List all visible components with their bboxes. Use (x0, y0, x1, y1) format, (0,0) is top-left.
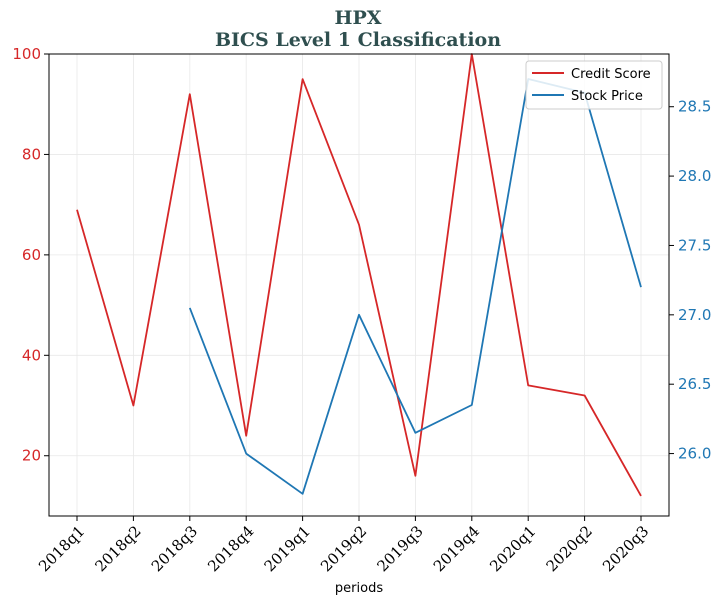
y-left-tick-label: 40 (22, 346, 41, 364)
x-tick-label: 2019q1 (261, 522, 314, 575)
x-tick-label: 2018q4 (204, 522, 257, 575)
legend: Credit Score Stock Price (525, 60, 663, 110)
y-left-tick-label: 60 (22, 246, 41, 264)
x-tick-label: 2019q3 (373, 522, 426, 575)
chart-subtitle: BICS Level 1 Classification (215, 29, 501, 51)
y-left-tick-label: 20 (22, 447, 41, 465)
y-right-tick-label: 26.0 (678, 445, 711, 463)
y-right-tick-label: 27.0 (678, 306, 711, 324)
y-right-tick-label: 28.0 (678, 167, 711, 185)
legend-label-credit-score: Credit Score (571, 67, 651, 82)
chart-title: HPX (335, 7, 382, 29)
y-right-tick-label: 28.5 (678, 98, 711, 116)
y-left-tick-label: 100 (12, 45, 41, 63)
y-left-tick-label: 80 (22, 145, 41, 163)
x-axis-label: periods (335, 581, 383, 596)
legend-label-stock-price: Stock Price (571, 89, 643, 104)
x-tick-label: 2020q3 (599, 522, 652, 575)
x-tick-label: 2019q2 (317, 522, 370, 575)
x-tick-label: 2020q2 (543, 522, 596, 575)
x-tick-label: 2019q4 (430, 522, 483, 575)
x-tick-label: 2020q1 (486, 522, 539, 575)
grid-lines (49, 53, 669, 516)
y-right-tick-label: 27.5 (678, 236, 711, 254)
x-tick-label: 2018q1 (35, 522, 88, 575)
x-tick-label: 2018q3 (148, 522, 201, 575)
y-right-tick-label: 26.5 (678, 375, 711, 393)
axis-ticks: 2018q1 2018q2 2018q3 2018q4 2019q1 2019q2 2019… (12, 45, 711, 575)
x-tick-label: 2018q2 (91, 522, 144, 575)
